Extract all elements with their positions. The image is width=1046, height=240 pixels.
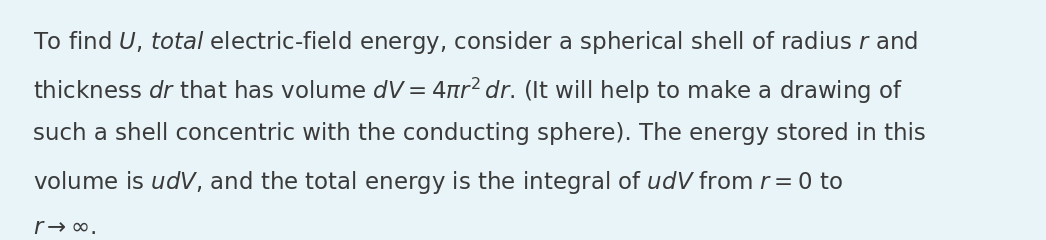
Text: To find $U$, $\it{total}$ electric-field energy, consider a spherical shell of r: To find $U$, $\it{total}$ electric-field… (33, 29, 918, 56)
Text: volume is $udV$, and the total energy is the integral of $udV$ from $r = 0$ to: volume is $udV$, and the total energy is… (33, 169, 843, 196)
Text: such a shell concentric with the conducting sphere). The energy stored in this: such a shell concentric with the conduct… (33, 122, 926, 145)
Text: thickness $dr$ that has volume $dV = 4\pi r^2\,dr$. (It will help to make a draw: thickness $dr$ that has volume $dV = 4\p… (33, 76, 904, 106)
Text: $r \rightarrow \infty$.: $r \rightarrow \infty$. (33, 216, 97, 239)
